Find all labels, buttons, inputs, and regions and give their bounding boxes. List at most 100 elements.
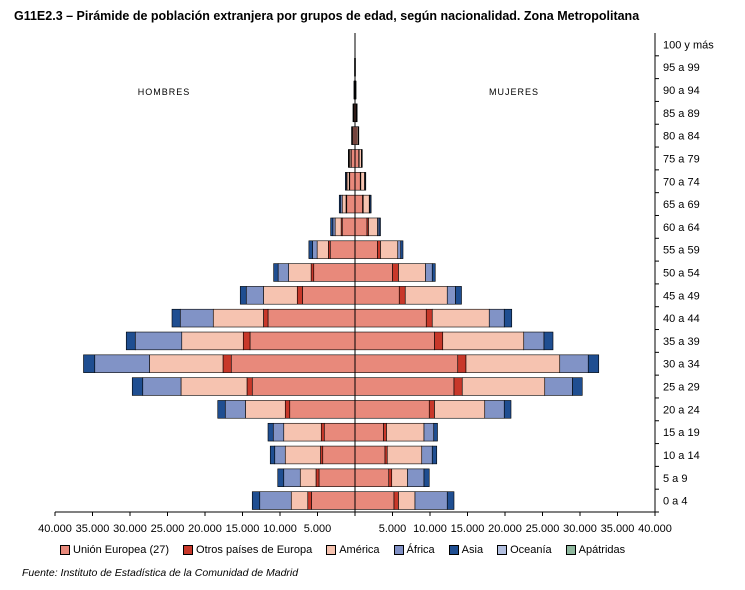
age-label: 30 a 34 bbox=[663, 359, 700, 371]
bar-men-2-3 bbox=[283, 422, 322, 442]
bar-men-3-1 bbox=[283, 468, 301, 487]
x-tick-label: 5.000 bbox=[304, 523, 332, 535]
x-tick-label: 5.000 bbox=[379, 523, 407, 535]
x-tick-label: 25.000 bbox=[526, 523, 560, 535]
axes-layer: 0 a 4 5 a 9 10 a 14 15 a 19 20 a 24 25 a 29 30… bbox=[38, 33, 714, 535]
bar-women-3-3 bbox=[423, 422, 435, 442]
bar-women-2-10 bbox=[398, 263, 426, 282]
mujeres-label: MUJERES bbox=[489, 87, 539, 97]
bar-women-1-6 bbox=[457, 354, 467, 373]
bar-men-1-3 bbox=[320, 422, 325, 442]
age-label: 85 a 89 bbox=[663, 108, 700, 120]
bar-men-0-1 bbox=[318, 468, 356, 487]
bar-women-4-6 bbox=[587, 354, 600, 373]
bar-men-1-4 bbox=[284, 400, 291, 419]
bar-men-4-5 bbox=[131, 377, 144, 396]
bar-women-0-10 bbox=[354, 263, 393, 282]
legend-swatch bbox=[60, 545, 70, 555]
bar-women-0-4 bbox=[354, 400, 430, 419]
bar-women-4-1 bbox=[423, 468, 430, 487]
bar-women-2-11 bbox=[380, 240, 399, 259]
x-tick-label: 35.000 bbox=[76, 523, 110, 535]
bar-women-3-9 bbox=[446, 286, 456, 305]
legend-swatch bbox=[326, 545, 337, 555]
bar-men-3-12 bbox=[332, 217, 336, 237]
x-tick-label: 25.000 bbox=[151, 523, 185, 535]
bar-women-0-6 bbox=[354, 354, 459, 373]
bar-women-2-14 bbox=[360, 172, 365, 191]
legend-swatch bbox=[448, 545, 459, 555]
legend: Unión Europea (27) Otros países de Europa… bbox=[60, 544, 639, 558]
bar-men-4-4 bbox=[217, 400, 226, 419]
bar-men-1-0 bbox=[307, 491, 312, 510]
bar-women-2-12 bbox=[368, 217, 378, 237]
bar-men-4-11 bbox=[308, 240, 313, 259]
bar-men-2-0 bbox=[290, 491, 309, 510]
bar-men-3-9 bbox=[245, 286, 264, 305]
bar-men-0-3 bbox=[323, 422, 356, 442]
bar-men-1-2 bbox=[320, 445, 324, 465]
legend-swatch bbox=[565, 545, 576, 555]
bar-women-2-6 bbox=[465, 354, 561, 373]
bars-layer bbox=[83, 35, 600, 510]
bar-women-2-0 bbox=[398, 491, 416, 510]
bar-women-3-11 bbox=[397, 240, 402, 259]
bar-women-1-0 bbox=[393, 491, 399, 510]
bar-men-4-1 bbox=[277, 468, 285, 487]
chart-title: G11E2.3 – Pirámide de población extranje… bbox=[14, 9, 640, 23]
bar-men-1-6 bbox=[222, 354, 232, 373]
bar-women-0-8 bbox=[354, 308, 427, 328]
legend-label: Otros países de Europa bbox=[196, 544, 313, 556]
bar-women-0-14 bbox=[354, 172, 361, 191]
age-label: 50 a 54 bbox=[663, 268, 700, 280]
bar-women-4-3 bbox=[433, 422, 438, 442]
bar-men-2-5 bbox=[180, 377, 248, 396]
bar-women-4-10 bbox=[431, 263, 436, 282]
bar-men-1-9 bbox=[296, 286, 303, 305]
bar-women-1-9 bbox=[398, 286, 406, 305]
bar-men-0-5 bbox=[251, 377, 356, 396]
bar-men-3-7 bbox=[134, 331, 183, 351]
age-label: 5 a 9 bbox=[663, 473, 687, 485]
bar-women-3-2 bbox=[421, 445, 433, 465]
bar-men-0-4 bbox=[289, 400, 356, 419]
bar-men-0-9 bbox=[302, 286, 356, 305]
bar-women-0-15 bbox=[354, 149, 360, 168]
x-tick-label: 15.000 bbox=[226, 523, 260, 535]
bar-women-0-2 bbox=[354, 445, 386, 465]
x-tick-label: 20.000 bbox=[188, 523, 222, 535]
bar-men-4-15 bbox=[348, 149, 350, 168]
age-label: 80 a 84 bbox=[663, 131, 700, 143]
age-label: 10 a 14 bbox=[663, 450, 700, 462]
bar-men-1-5 bbox=[246, 377, 253, 396]
bar-women-3-6 bbox=[559, 354, 589, 373]
legend-swatch bbox=[393, 545, 404, 555]
bar-women-3-10 bbox=[425, 263, 433, 282]
age-label: 45 a 49 bbox=[663, 290, 700, 302]
bar-men-1-8 bbox=[263, 308, 269, 328]
bar-men-3-5 bbox=[142, 377, 182, 396]
legend-label: África bbox=[406, 544, 435, 556]
x-tick-label: 20.000 bbox=[488, 523, 522, 535]
legend-item: África bbox=[393, 544, 435, 556]
bar-women-3-8 bbox=[488, 308, 505, 328]
bar-men-4-3 bbox=[267, 422, 274, 442]
x-tick-label: 30.000 bbox=[563, 523, 597, 535]
x-tick-label: 15.000 bbox=[451, 523, 485, 535]
x-tick-label: 35.000 bbox=[601, 523, 635, 535]
bar-women-4-0 bbox=[446, 491, 455, 510]
bar-women-1-7 bbox=[434, 331, 444, 351]
legend-label: Apátridas bbox=[578, 544, 626, 556]
bar-women-4-5 bbox=[572, 377, 583, 396]
bar-men-0-12 bbox=[341, 217, 356, 237]
bar-men-2-4 bbox=[245, 400, 286, 419]
bar-men-3-3 bbox=[272, 422, 285, 442]
age-label: 100 y más bbox=[663, 39, 714, 51]
bar-women-0-1 bbox=[354, 468, 390, 487]
bar-men-0-7 bbox=[249, 331, 356, 351]
legend-label: Asia bbox=[461, 544, 484, 556]
bar-women-4-7 bbox=[543, 331, 554, 351]
bar-women-1-1 bbox=[388, 468, 393, 487]
age-label: 20 a 24 bbox=[663, 404, 700, 416]
bar-women-2-1 bbox=[391, 468, 408, 487]
